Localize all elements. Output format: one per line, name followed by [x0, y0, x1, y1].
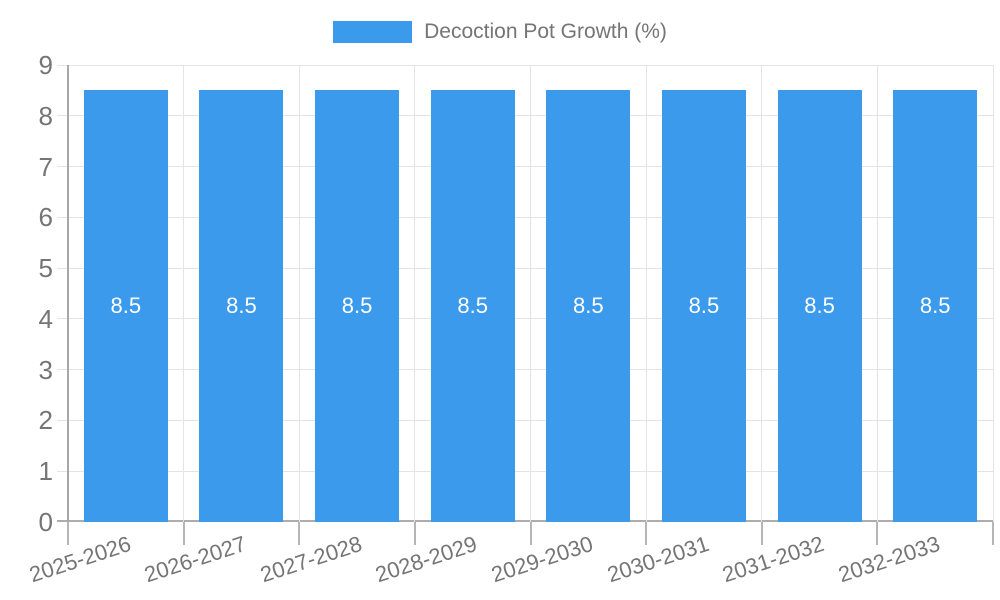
x-tick-label: 2027-2028 [256, 531, 365, 588]
y-gridline [57, 267, 993, 269]
bar-value-label: 8.5 [110, 293, 142, 319]
bar-value-label: 8.5 [688, 293, 720, 319]
bar[interactable]: 8.5 [777, 90, 862, 522]
bar-value-label: 8.5 [226, 293, 257, 319]
x-tick-label: 2029-2030 [488, 531, 597, 588]
y-gridline [57, 369, 993, 371]
x-gridline [414, 65, 416, 522]
bar-value-label: 8.5 [804, 293, 835, 319]
x-axis-baseline [57, 520, 993, 522]
y-tick-label: 9 [38, 50, 53, 80]
y-tick-label: 8 [38, 100, 53, 131]
bar[interactable]: 8.5 [315, 90, 400, 522]
x-tick-label: 2028-2029 [372, 531, 481, 588]
y-gridline [57, 419, 993, 421]
y-tick-label: 0 [38, 507, 53, 537]
x-tick [760, 522, 763, 545]
legend-swatch [333, 21, 413, 43]
y-gridline [57, 216, 993, 218]
x-tick [413, 522, 416, 545]
x-tick [876, 522, 879, 545]
bar-value-label: 8.5 [573, 293, 604, 319]
x-gridline [298, 65, 300, 522]
x-gridline [645, 65, 647, 522]
x-tick-label: 2026-2027 [141, 531, 250, 588]
bar[interactable]: 8.5 [893, 90, 978, 522]
x-tick [298, 522, 301, 545]
bar[interactable]: 8.5 [661, 90, 746, 522]
y-tick-label: 4 [38, 303, 53, 334]
bar[interactable]: 8.5 [199, 90, 284, 522]
bar[interactable]: 8.5 [546, 90, 631, 522]
legend-label: Decoction Pot Growth (%) [424, 20, 667, 43]
y-tick-label: 5 [38, 253, 53, 284]
bar-value-label: 8.5 [341, 293, 373, 319]
plot-area: 0 1 2 3 4 5 6 7 8 9 8.5 8.5 8.5 8.5 8.5 8.5 8.5 8.5 2025-2… [26, 50, 994, 587]
x-gridline [876, 65, 878, 522]
y-gridline [57, 166, 993, 168]
x-tick [992, 522, 994, 545]
y-gridline [57, 64, 993, 66]
x-tick-label: 2031-2032 [719, 531, 828, 588]
bar[interactable]: 8.5 [430, 90, 515, 522]
x-tick-label: 2032-2033 [835, 531, 943, 588]
y-tick-label: 7 [38, 151, 53, 182]
y-gridline [57, 318, 993, 320]
x-gridline [530, 65, 531, 522]
x-gridline [992, 65, 994, 522]
y-tick-label: 2 [38, 405, 53, 436]
x-gridline [761, 65, 763, 522]
y-axis-line [67, 65, 69, 545]
y-gridline [57, 470, 993, 472]
y-tick-label: 3 [38, 354, 53, 385]
x-tick [529, 522, 532, 545]
y-gridline [57, 115, 993, 117]
bar-value-label: 8.5 [457, 293, 488, 319]
bar-value-label: 8.5 [919, 293, 951, 319]
legend[interactable]: Decoction Pot Growth (%) [0, 20, 1000, 44]
x-tick [67, 522, 69, 545]
bar[interactable]: 8.5 [83, 90, 168, 522]
x-tick-label: 2025-2026 [25, 531, 134, 588]
x-gridline [183, 65, 185, 522]
y-tick-label: 6 [38, 202, 53, 233]
x-tick-label: 2030-2031 [603, 531, 712, 588]
x-tick [645, 522, 648, 545]
x-tick [182, 522, 185, 545]
y-tick-label: 1 [38, 456, 53, 487]
